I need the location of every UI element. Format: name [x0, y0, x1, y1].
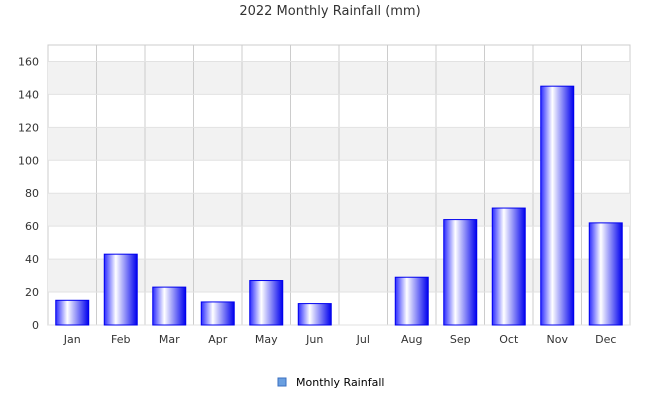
bar-jun: [297, 303, 332, 326]
bar-dec: [588, 222, 623, 326]
bar-feb: [103, 253, 138, 326]
legend-label: Monthly Rainfall: [296, 376, 384, 389]
bar-nov: [540, 85, 575, 326]
bar-mar: [152, 286, 187, 326]
bar-aug: [394, 276, 429, 326]
legend-swatch: [277, 377, 287, 387]
y-tick-label: 140: [18, 88, 39, 101]
x-tick-label: Mar: [159, 333, 180, 346]
x-tick-label: Oct: [499, 333, 519, 346]
x-tick-label: Sep: [450, 333, 471, 346]
y-tick-label: 80: [25, 187, 39, 200]
bar-series: [55, 85, 623, 326]
x-tick-label: Feb: [111, 333, 130, 346]
y-axis-ticks: 0 20 40 60 80 100 120 140 160: [18, 55, 39, 332]
horizontal-gridlines: [48, 60, 630, 326]
bar-may: [249, 280, 284, 326]
x-tick-label: May: [255, 333, 278, 346]
y-tick-label: 0: [32, 319, 39, 332]
chart-title: 2022 Monthly Rainfall (mm): [239, 4, 420, 19]
legend: Monthly Rainfall: [277, 376, 384, 389]
y-tick-label: 100: [18, 154, 39, 167]
x-tick-label: Aug: [401, 333, 422, 346]
y-tick-label: 20: [25, 286, 39, 299]
vertical-gridlines: [96, 45, 582, 325]
x-tick-label: Nov: [547, 333, 569, 346]
y-tick-label: 160: [18, 55, 39, 68]
x-axis-ticks: Jan Feb Mar Apr May Jun Jul Aug Sep Oct Nov Dec: [63, 333, 617, 346]
x-tick-label: Jan: [63, 333, 81, 346]
x-tick-label: Jun: [305, 333, 323, 346]
y-tick-label: 40: [25, 253, 39, 266]
x-tick-label: Apr: [208, 333, 228, 346]
bar-apr: [200, 301, 235, 326]
bar-jan: [55, 299, 90, 326]
bar-sep: [443, 219, 478, 326]
x-tick-label: Dec: [595, 333, 616, 346]
x-tick-label: Jul: [356, 333, 370, 346]
bar-oct: [491, 207, 526, 326]
y-tick-label: 120: [18, 121, 39, 134]
y-tick-label: 60: [25, 220, 39, 233]
